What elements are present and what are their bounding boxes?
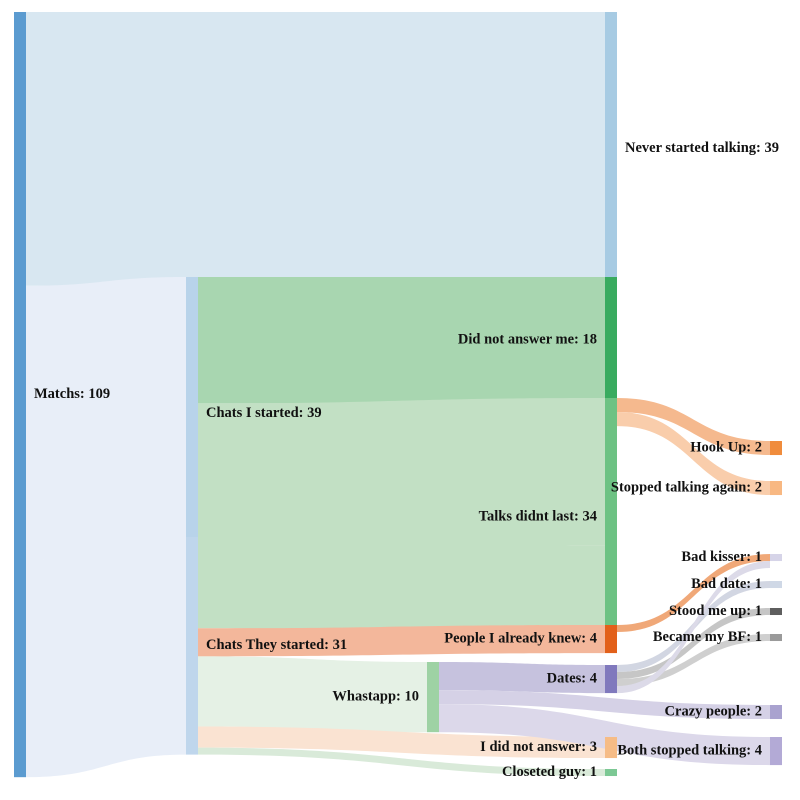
sankey-node-crazy_people[interactable] (770, 705, 782, 720)
sankey-node-i_did_not_answer[interactable] (605, 737, 617, 759)
sankey-link-talks_didnt_last-to-stopped_talking_again[interactable] (617, 412, 770, 496)
sankey-node-label-bad_date: Bad date: 1 (691, 576, 762, 592)
sankey-node-label-hook_up: Hook Up: 2 (690, 439, 762, 455)
sankey-node-dates[interactable] (605, 665, 617, 694)
sankey-link-talks_didnt_last-to-hook_up[interactable] (617, 398, 770, 456)
sankey-node-label-talks_didnt_last: Talks didnt last: 34 (479, 509, 597, 525)
sankey-link-dates-to-bad_kisser[interactable] (617, 561, 770, 694)
sankey-node-label-did_not_answer_me: Did not answer me: 18 (458, 332, 597, 348)
sankey-links (26, 12, 770, 778)
sankey-node-matchs[interactable] (14, 12, 26, 778)
sankey-node-label-dates: Dates: 4 (547, 670, 597, 686)
sankey-link-matchs-to-never_started_talking[interactable] (26, 12, 605, 286)
sankey-link-matchs-to-chats_they_started[interactable] (26, 537, 186, 778)
sankey-link-dates-to-became_my_bf[interactable] (617, 634, 770, 687)
sankey-node-label-bad_kisser: Bad kisser: 1 (681, 549, 762, 565)
sankey-node-stood_me_up[interactable] (770, 608, 782, 616)
sankey-node-label-stood_me_up: Stood me up: 1 (669, 603, 762, 619)
sankey-link-chats_they_started-to-i_did_not_answer[interactable] (198, 726, 605, 759)
sankey-node-label-people_i_already_knew: People I already knew: 4 (444, 630, 597, 646)
sankey-node-whastapp[interactable] (427, 662, 439, 733)
sankey-node-bad_kisser[interactable] (770, 554, 782, 562)
sankey-node-people_i_already_knew[interactable] (605, 625, 617, 654)
sankey-link-people_i_already_knew-to-bad_kisser[interactable] (617, 554, 770, 633)
sankey-link-dates-to-stood_me_up[interactable] (617, 608, 770, 680)
sankey-node-both_stopped_talking[interactable] (770, 737, 782, 766)
sankey-link-chats_i_started-to-talks_didnt_last[interactable] (198, 398, 605, 551)
sankey-node-label-chats_they_started: Chats They started: 31 (206, 637, 347, 653)
sankey-node-chats_i_started[interactable] (186, 277, 198, 551)
sankey-node-closeted_guy[interactable] (605, 769, 617, 777)
sankey-node-never_started_talking[interactable] (605, 12, 617, 286)
sankey-node-became_my_bf[interactable] (770, 634, 782, 642)
sankey-nodes (14, 12, 782, 778)
sankey-link-matchs-to-chats_i_started[interactable] (26, 277, 186, 560)
sankey-node-label-chats_i_started: Chats I started: 39 (206, 405, 322, 421)
sankey-node-label-never_started_talking: Never started talking: 39 (625, 140, 779, 156)
sankey-node-label-crazy_people: Crazy people: 2 (665, 703, 762, 719)
sankey-node-chats_they_started[interactable] (186, 537, 198, 755)
sankey-node-hook_up[interactable] (770, 441, 782, 456)
sankey-node-did_not_answer_me[interactable] (605, 277, 617, 404)
sankey-node-label-matchs: Matchs: 109 (34, 386, 110, 402)
sankey-node-label-i_did_not_answer: I did not answer: 3 (480, 739, 597, 755)
sankey-link-chats_they_started-to-talks_didnt_last[interactable] (198, 537, 605, 637)
sankey-link-whastapp-to-dates[interactable] (439, 662, 605, 694)
sankey-labels: Matchs: 109 Never started talking: 39 Chat… (34, 140, 779, 780)
sankey-link-chats_they_started-to-closeted_guy[interactable] (198, 747, 605, 777)
sankey-link-chats_they_started-to-people_i_already_knew[interactable] (198, 625, 605, 657)
sankey-node-label-stopped_talking_again: Stopped talking again: 2 (611, 479, 762, 495)
sankey-link-whastapp-to-crazy_people[interactable] (439, 690, 770, 720)
sankey-node-label-whastapp: Whastapp: 10 (332, 688, 419, 704)
sankey-node-bad_date[interactable] (770, 581, 782, 589)
sankey-node-talks_didnt_last[interactable] (605, 398, 617, 637)
sankey-link-chats_they_started-to-whastapp[interactable] (198, 656, 427, 733)
sankey-node-label-became_my_bf: Became my BF: 1 (653, 629, 762, 645)
sankey-link-whastapp-to-both_stopped_talking[interactable] (439, 704, 770, 766)
sankey-node-label-both_stopped_talking: Both stopped talking: 4 (617, 742, 762, 758)
sankey-node-label-closeted_guy: Closeted guy: 1 (502, 764, 597, 780)
sankey-link-chats_i_started-to-did_not_answer_me[interactable] (198, 277, 605, 404)
sankey-node-stopped_talking_again[interactable] (770, 481, 782, 496)
